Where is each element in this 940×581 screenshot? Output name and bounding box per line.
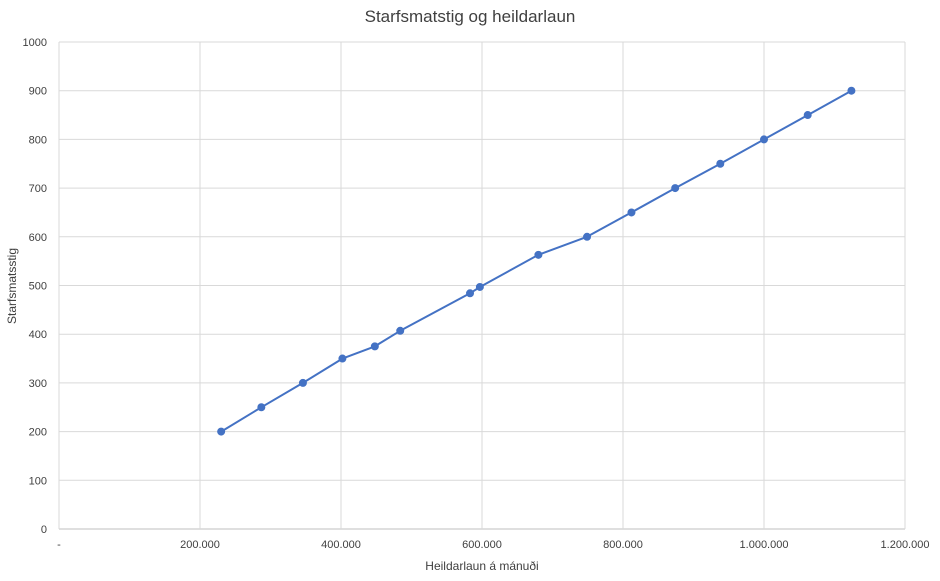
data-point[interactable] [257, 403, 266, 412]
y-tick-label: 500 [29, 281, 47, 293]
y-tick-label: 100 [29, 475, 47, 487]
y-tick-label: 200 [29, 427, 47, 439]
data-point[interactable] [671, 184, 680, 193]
data-point[interactable] [370, 342, 379, 351]
x-tick-label: 1.200.000 [881, 539, 930, 551]
series-layer [217, 86, 856, 436]
data-point[interactable] [583, 232, 592, 241]
data-point[interactable] [396, 326, 405, 335]
data-point[interactable] [217, 427, 226, 436]
y-tick-label: 1000 [23, 37, 47, 49]
x-tick-label: 200.000 [180, 539, 220, 551]
data-point[interactable] [475, 282, 484, 291]
y-axis-ticks: 0 100 200 300 400 500 600 700 800 900 1000 [23, 37, 47, 536]
x-axis-ticks: - 200.000 400.000 600.000 800.000 1.000.000 1.… [57, 539, 929, 551]
data-point[interactable] [803, 111, 812, 120]
y-tick-label: 300 [29, 378, 47, 390]
data-point[interactable] [760, 135, 768, 144]
data-point[interactable] [847, 86, 856, 95]
data-point[interactable] [716, 159, 725, 168]
y-tick-label: 800 [29, 134, 47, 146]
data-point[interactable] [338, 354, 347, 363]
x-tick-label: - [57, 539, 61, 551]
chart-title: Starfsmatstig og heildarlaun [365, 7, 576, 26]
data-point[interactable] [298, 378, 307, 387]
y-axis-label: Starfsmatsstig [5, 248, 19, 324]
data-point[interactable] [627, 208, 636, 217]
y-tick-label: 400 [29, 329, 47, 341]
y-tick-label: 900 [29, 86, 47, 98]
x-axis-label: Heildarlaun á mánuði [425, 559, 538, 573]
x-tick-label: 1.000.000 [740, 539, 789, 551]
y-tick-label: 600 [29, 232, 47, 244]
data-point[interactable] [466, 289, 475, 298]
x-tick-label: 800.000 [603, 539, 643, 551]
y-tick-label: 700 [29, 183, 47, 195]
x-tick-label: 600.000 [462, 539, 502, 551]
x-tick-label: 400.000 [321, 539, 361, 551]
series-line [220, 89, 852, 433]
y-tick-label: 0 [41, 524, 47, 536]
data-point[interactable] [534, 250, 543, 259]
